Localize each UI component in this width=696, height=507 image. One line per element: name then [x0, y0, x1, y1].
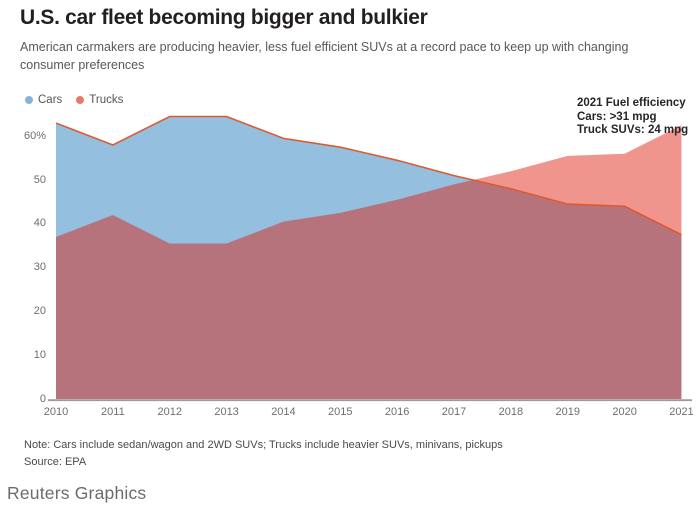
legend-label-trucks: Trucks — [89, 94, 124, 106]
x-tick-label: 2016 — [384, 406, 410, 418]
trucks-area — [56, 125, 682, 399]
source-line: Source: EPA — [24, 456, 87, 468]
y-tick-label: 10 — [33, 348, 46, 361]
x-tick-label: 2020 — [612, 406, 637, 418]
x-tick-label: 2019 — [555, 406, 580, 418]
x-tick-label: 2014 — [271, 406, 296, 418]
y-tick-label: 40 — [33, 217, 46, 230]
y-tick-label: 60% — [23, 129, 46, 142]
y-tick-label: 50 — [33, 173, 46, 186]
x-tick-label: 2015 — [328, 406, 353, 418]
chart-legend: Cars Trucks — [25, 94, 123, 106]
annotation-line-3: Truck SUVs: 24 mpg — [577, 124, 689, 136]
x-tick-label: 2018 — [498, 406, 524, 418]
annotation-line-1: 2021 Fuel efficiency — [577, 97, 686, 109]
cars-boundary-line — [55, 115, 682, 236]
annotation-line-2: Cars: >31 mpg — [577, 110, 657, 123]
page-title: U.S. car fleet becoming bigger and bulki… — [20, 6, 428, 29]
x-tick-label: 2021 — [669, 406, 694, 418]
legend-item-trucks: Trucks — [76, 94, 123, 106]
x-tick-label: 2010 — [43, 406, 69, 418]
brand-logo-text: Reuters Graphics — [7, 483, 147, 503]
x-tick-label: 2017 — [441, 406, 467, 418]
legend-item-cars: Cars — [25, 94, 62, 106]
y-tick-label: 0 — [39, 392, 46, 405]
legend-label-cars: Cars — [38, 94, 63, 106]
footnote: Note: Cars include sedan/wagon and 2WD S… — [24, 439, 503, 451]
y-tick-label: 30 — [33, 261, 46, 274]
cars-area — [56, 116, 682, 400]
x-tick-label: 2013 — [214, 406, 239, 418]
page-subtitle: American carmakers are producing heavier… — [20, 40, 629, 73]
x-tick-label: 2011 — [101, 406, 125, 418]
fuel-efficiency-annotation: 2021 Fuel efficiency Cars: >31 mpg Truck… — [577, 97, 688, 138]
cars-color-dot-icon — [25, 96, 33, 104]
x-tick-label: 2012 — [157, 406, 182, 418]
trucks-color-dot-icon — [76, 96, 85, 104]
y-tick-label: 20 — [33, 304, 46, 317]
